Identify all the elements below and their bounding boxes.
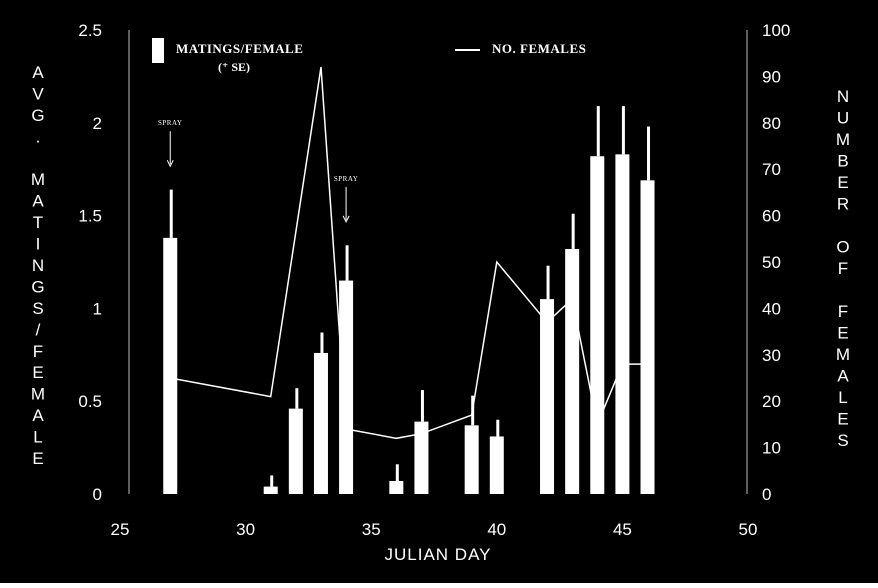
- x-axis-title: JULIAN DAY: [385, 545, 492, 564]
- y-right-tick-label: 60: [762, 207, 781, 226]
- bar-matings-day-40: [489, 436, 504, 494]
- y-right-tick-label: 40: [762, 299, 781, 318]
- legend-bar-swatch: [152, 38, 164, 63]
- y-left-tick-label: 0: [93, 485, 102, 504]
- bar-matings-day-39: [464, 425, 479, 494]
- legend-bar-label: MATINGS/FEMALE: [176, 41, 303, 56]
- y-right-tick-label: 0: [762, 485, 771, 504]
- y-left-tick-label: 0.5: [78, 392, 102, 411]
- y-right-tick-label: 70: [762, 160, 781, 179]
- annotation-spray-1: SPRAY: [334, 175, 358, 183]
- bar-matings-day-27: [163, 237, 178, 494]
- line-no-females: [170, 66, 648, 440]
- y-right-tick-label: 50: [762, 253, 781, 272]
- bar-matings-day-37: [414, 421, 429, 494]
- legend-bar-sublabel: (⁺ SE): [218, 60, 250, 74]
- annotation-arrow-head-0: [166, 159, 174, 168]
- bar-matings-day-31: [263, 486, 278, 494]
- annotation-arrow-head-1: [342, 215, 350, 223]
- x-tick-label: 45: [613, 520, 632, 539]
- bar-matings-day-36: [389, 481, 404, 494]
- x-tick-label: 40: [487, 520, 506, 539]
- y-left-tick-label: 1.5: [78, 207, 102, 226]
- y-left-tick-label: 1: [93, 299, 102, 318]
- bar-matings-day-46: [640, 180, 655, 494]
- marks-layer: [163, 66, 655, 495]
- y-right-tick-label: 20: [762, 392, 781, 411]
- bar-matings-day-42: [540, 299, 555, 494]
- x-tick-label: 25: [111, 520, 130, 539]
- y-right-tick-label: 30: [762, 346, 781, 365]
- ticks-layer: 25 30 35 40 45 5000.511.522.50102030405060708…: [78, 21, 790, 539]
- annotations-layer: SPRAY SPRAY: [158, 119, 358, 223]
- y-right-tick-label: 100: [762, 21, 790, 40]
- x-tick-label: 35: [362, 520, 381, 539]
- bar-matings-day-32: [288, 408, 303, 494]
- y-right-tick-label: 80: [762, 114, 781, 133]
- bar-matings-day-44: [590, 156, 605, 494]
- y-right-tick-label: 10: [762, 439, 781, 458]
- y-left-tick-label: 2.5: [78, 21, 102, 40]
- bar-matings-day-45: [615, 154, 630, 495]
- annotation-spray-0: SPRAY: [158, 119, 182, 127]
- y-right-tick-label: 90: [762, 67, 781, 86]
- y-left-tick-label: 2: [93, 114, 102, 133]
- x-tick-label: 50: [739, 520, 758, 539]
- x-tick-label: 30: [236, 520, 255, 539]
- bar-matings-day-33: [313, 352, 328, 494]
- legend-line-label: NO. FEMALES: [492, 41, 586, 56]
- bar-matings-day-43: [565, 249, 580, 494]
- bar-matings-day-34: [339, 280, 354, 494]
